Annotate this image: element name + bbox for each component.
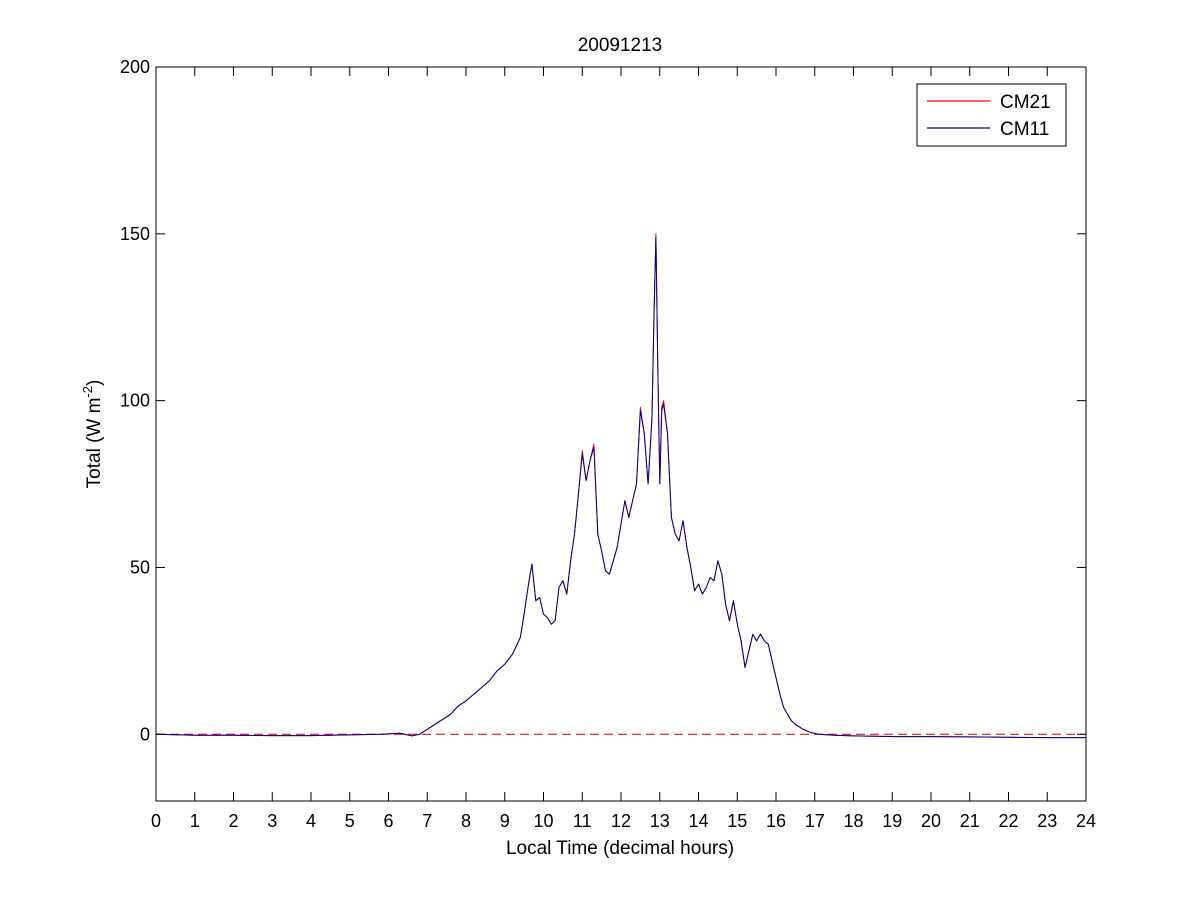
y-tick-label-100: 100 — [120, 391, 150, 411]
series-line-cm11 — [155, 236, 1086, 739]
x-tick-label-5: 5 — [345, 811, 355, 831]
x-tick-label-19: 19 — [882, 811, 902, 831]
x-tick-label-7: 7 — [422, 811, 432, 831]
chart-title: 20091213 — [578, 35, 663, 56]
y-tick-label-200: 200 — [120, 57, 150, 77]
y-axis-label-suffix: ) — [84, 380, 105, 386]
x-tick-label-16: 16 — [766, 811, 786, 831]
x-tick-label-0: 0 — [151, 811, 161, 831]
x-tick-label-14: 14 — [688, 811, 708, 831]
x-tick-label-3: 3 — [267, 811, 277, 831]
x-tick-label-4: 4 — [306, 811, 316, 831]
y-tick-label-150: 150 — [120, 224, 150, 244]
x-tick-label-21: 21 — [960, 811, 980, 831]
legend-label-cm21: CM21 — [1000, 92, 1051, 113]
x-tick-label-8: 8 — [461, 811, 471, 831]
x-axis-label: Local Time (decimal hours) — [506, 838, 734, 859]
plot-frame — [155, 66, 1087, 802]
x-axis-ticks: 0 1 2 3 4 5 6 7 8 9 10 11 12 13 14 15 16 17 18 19 20 21 22 23 24 — [151, 67, 1096, 831]
y-tick-label-50: 50 — [130, 557, 150, 577]
x-tick-label-18: 18 — [843, 811, 863, 831]
x-tick-label-1: 1 — [190, 811, 200, 831]
x-tick-label-2: 2 — [228, 811, 238, 831]
plot-area — [155, 66, 1087, 802]
x-tick-label-23: 23 — [1037, 811, 1057, 831]
legend-box — [916, 83, 1067, 147]
x-tick-label-22: 22 — [998, 811, 1018, 831]
series-group — [155, 233, 1086, 739]
legend: CM21 CM11 — [916, 83, 1067, 147]
x-tick-label-6: 6 — [383, 811, 393, 831]
x-tick-label-9: 9 — [500, 811, 510, 831]
x-tick-label-20: 20 — [921, 811, 941, 831]
x-tick-label-17: 17 — [805, 811, 825, 831]
legend-label-cm11: CM11 — [1000, 119, 1049, 140]
y-axis-ticks: 0 50 100 150 200 — [120, 57, 1086, 744]
x-tick-label-13: 13 — [650, 811, 670, 831]
y-axis-label-superscript: -2 — [80, 386, 95, 398]
x-tick-label-11: 11 — [573, 811, 592, 831]
y-axis-label: Total (W m-2) — [80, 380, 105, 489]
y-tick-label-0: 0 — [140, 724, 150, 744]
x-tick-label-24: 24 — [1076, 811, 1096, 831]
x-tick-label-10: 10 — [533, 811, 553, 831]
y-axis-label-prefix: Total (W m — [84, 398, 105, 489]
x-tick-label-12: 12 — [611, 811, 631, 831]
x-tick-label-15: 15 — [727, 811, 747, 831]
